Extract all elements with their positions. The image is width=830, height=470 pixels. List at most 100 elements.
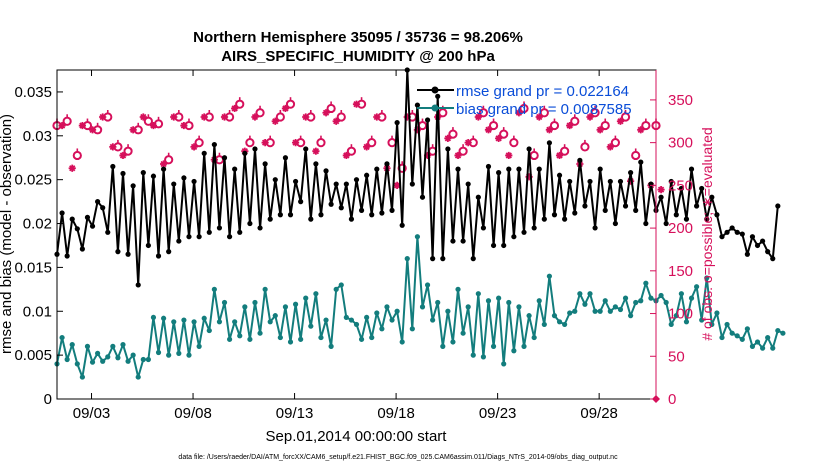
x-tick-label: 09/03 xyxy=(73,405,111,422)
rmse-point xyxy=(536,166,542,172)
bias-point xyxy=(673,313,679,319)
rmse-point xyxy=(95,199,101,205)
rmse-point xyxy=(211,141,217,148)
legend-rmse-marker xyxy=(431,86,439,94)
obs-possible-point xyxy=(610,138,620,148)
obs-evaluated-point xyxy=(332,117,340,125)
bias-point xyxy=(760,345,766,351)
bias-point xyxy=(419,304,426,310)
rmse-point xyxy=(79,246,85,252)
rmse-point xyxy=(84,214,91,220)
obs-evaluated-point xyxy=(160,160,168,168)
rmse-point xyxy=(754,242,761,249)
obs-possible-point xyxy=(590,108,600,118)
rmse-point xyxy=(562,216,568,222)
rmse-point xyxy=(89,223,96,229)
rmse-point xyxy=(435,93,441,99)
bias-point xyxy=(374,310,380,316)
obs-possible-point xyxy=(143,116,153,126)
bias-point xyxy=(551,313,558,319)
bias-point xyxy=(282,304,289,310)
bias-point xyxy=(694,284,700,290)
rmse-point xyxy=(353,177,360,183)
y-right-tick-label: 250 xyxy=(668,177,693,194)
bias-point xyxy=(612,304,618,310)
obs-evaluated-point xyxy=(423,151,432,160)
rmse-point xyxy=(171,181,177,187)
bias-point xyxy=(353,321,360,328)
rmse-point xyxy=(480,225,487,231)
obs-evaluated-point xyxy=(312,147,320,155)
bias-point xyxy=(262,286,268,292)
rmse-point xyxy=(516,166,522,172)
rmse-point xyxy=(526,146,532,152)
bias-point xyxy=(115,355,121,361)
bias-point xyxy=(328,343,334,349)
rmse-point xyxy=(237,229,243,235)
bias-point xyxy=(424,282,431,288)
rmse-point xyxy=(587,178,593,185)
obs-possible-point xyxy=(600,120,610,131)
obs-possible-point xyxy=(509,138,519,148)
obs-possible-point xyxy=(164,155,174,165)
rmse-point xyxy=(186,234,192,240)
bias-point xyxy=(216,319,223,325)
bias-point xyxy=(171,319,177,325)
bias-point xyxy=(744,326,750,332)
obs-evaluated-point xyxy=(535,113,543,121)
rmse-point xyxy=(155,253,162,259)
y-right-tick-label: 300 xyxy=(668,135,693,152)
bias-point xyxy=(145,356,151,363)
bias-point xyxy=(191,319,197,325)
obs-evaluated-point xyxy=(119,151,127,160)
rmse-point xyxy=(678,185,684,192)
rmse-point xyxy=(64,253,70,259)
bias-point xyxy=(379,326,385,332)
rmse-point xyxy=(409,181,415,187)
bias-point xyxy=(333,286,339,292)
rmse-point xyxy=(242,150,248,156)
bias-point xyxy=(562,321,568,328)
rmse-point xyxy=(262,161,268,167)
bias-point xyxy=(628,313,634,319)
rmse-point xyxy=(267,216,273,222)
bias-point xyxy=(607,308,613,314)
rmse-point xyxy=(506,166,512,172)
bias-point xyxy=(308,323,314,329)
bias-point xyxy=(450,339,456,345)
bias-point xyxy=(445,308,451,314)
rmse-point xyxy=(247,220,253,227)
bias-point xyxy=(714,310,720,316)
rmse-point xyxy=(150,173,157,179)
bias-point xyxy=(384,304,390,310)
rmse-point xyxy=(348,216,355,222)
obs-evaluated-point xyxy=(149,121,158,130)
bias-point xyxy=(440,343,446,349)
rmse-point xyxy=(369,212,375,218)
rmse-point xyxy=(617,178,624,185)
rmse-point xyxy=(643,220,649,227)
bias-point xyxy=(206,327,212,334)
legend-bias-marker xyxy=(431,104,439,112)
rmse-point xyxy=(658,194,664,200)
bias-point xyxy=(79,374,85,380)
rmse-point xyxy=(338,205,344,211)
bias-point xyxy=(399,339,405,345)
chart-subtitle: AIRS_SPECIFIC_HUMIDITY @ 200 hPa xyxy=(221,48,495,65)
obs-possible-point xyxy=(285,99,296,109)
bias-point xyxy=(592,308,598,314)
rmse-point xyxy=(145,242,151,249)
obs-possible-point xyxy=(620,112,631,122)
rmse-point xyxy=(328,201,334,207)
rmse-point xyxy=(673,212,679,218)
y-tick-label: 0 xyxy=(44,391,52,408)
obs-evaluated-point xyxy=(474,113,482,121)
bias-point xyxy=(704,275,710,281)
rmse-point xyxy=(572,210,578,216)
bias-point xyxy=(465,304,471,310)
rmse-point xyxy=(567,178,573,185)
rmse-point xyxy=(140,170,146,176)
y-axis-right-label: # of obs: o=possible; ∗=evaluated xyxy=(699,127,715,340)
rmse-point xyxy=(775,203,781,209)
